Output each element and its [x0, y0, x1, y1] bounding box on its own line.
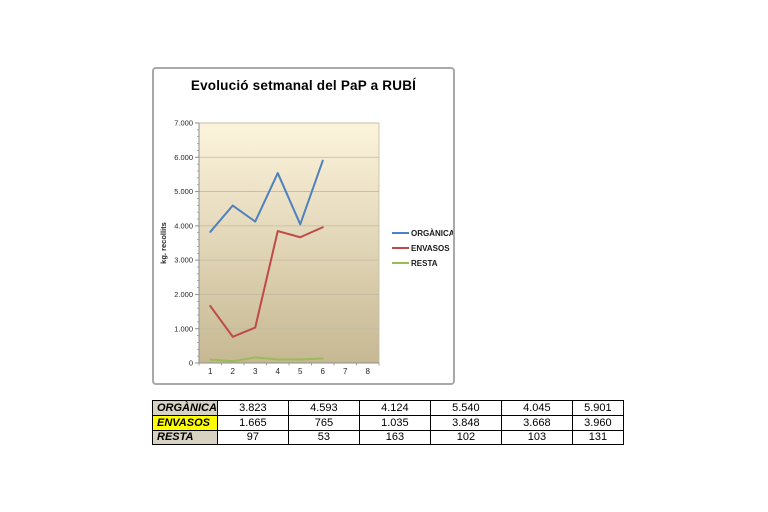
- value-cell: 103: [500, 429, 573, 446]
- value-cell: 3.960: [571, 414, 624, 431]
- y-tick-label: 3.000: [174, 256, 193, 265]
- table-row: RESTA 97 53 163 102 103 131: [152, 429, 624, 446]
- legend-label: ORGÀNICA: [411, 229, 453, 238]
- x-tick-label: 7: [343, 367, 348, 376]
- value-cell: 5.901: [571, 400, 624, 416]
- y-tick-label: 1.000: [174, 324, 193, 333]
- x-tick-label: 5: [298, 367, 303, 376]
- chart-legend: ORGÀNICA ENVASOS RESTA: [392, 229, 453, 268]
- row-header-cell: ORGÀNICA: [152, 400, 218, 416]
- value-cell: 4.045: [500, 400, 573, 416]
- value-cell: 53: [287, 429, 360, 446]
- legend-item: ENVASOS: [392, 244, 450, 253]
- value-cell: 3.848: [429, 414, 502, 431]
- value-cell: 4.124: [358, 400, 431, 416]
- data-table: ORGÀNICA 3.823 4.593 4.124 5.540 4.045 5.901 EN…: [152, 400, 624, 446]
- chart-container: 0 1.000 2.000 3.000 4.000 5.000 6.000 7.000 1 2 3 4…: [152, 67, 455, 385]
- line-chart: 0 1.000 2.000 3.000 4.000 5.000 6.000 7.000 1 2 3 4…: [159, 119, 453, 376]
- legend-label: RESTA: [411, 259, 438, 268]
- y-tick-label: 4.000: [174, 221, 193, 230]
- value-cell: 3.668: [500, 414, 573, 431]
- y-tick-label: 2.000: [174, 290, 193, 299]
- row-header-cell: ENVASOS: [152, 414, 218, 431]
- value-cell: 97: [216, 429, 289, 446]
- y-tick-label: 6.000: [174, 153, 193, 162]
- table-row: ENVASOS 1.665 765 1.035 3.848 3.668 3.960: [152, 414, 624, 431]
- plot-area: [198, 122, 380, 364]
- x-tick-label: 4: [276, 367, 281, 376]
- y-axis-title: kg. recollits: [159, 222, 168, 264]
- y-tick-label: 0: [189, 359, 193, 368]
- legend-item: RESTA: [392, 259, 438, 268]
- y-tick-label: 5.000: [174, 187, 193, 196]
- value-cell: 102: [429, 429, 502, 446]
- value-cell: 163: [358, 429, 431, 446]
- x-tick-label: 1: [208, 367, 213, 376]
- value-cell: 5.540: [429, 400, 502, 416]
- legend-label: ENVASOS: [411, 244, 450, 253]
- x-tick-label: 3: [253, 367, 258, 376]
- chart-title: Evolució setmanal del PaP a RUBÍ: [190, 78, 417, 93]
- value-cell: 4.593: [287, 400, 360, 416]
- series-line-resta: [209, 356, 324, 363]
- value-cell: 1.665: [216, 414, 289, 431]
- table-row: ORGÀNICA 3.823 4.593 4.124 5.540 4.045 5.901: [152, 400, 624, 416]
- value-cell: 131: [571, 429, 624, 446]
- legend-item: ORGÀNICA: [392, 229, 453, 238]
- x-tick-label: 8: [366, 367, 371, 376]
- row-header-cell: RESTA: [152, 429, 218, 446]
- value-cell: 765: [287, 414, 360, 431]
- series-line-orgànica: [209, 159, 324, 233]
- value-cell: 3.823: [216, 400, 289, 416]
- x-tick-label: 6: [321, 367, 326, 376]
- y-tick-label: 7.000: [174, 119, 193, 128]
- value-cell: 1.035: [358, 414, 431, 431]
- x-tick-label: 2: [231, 367, 236, 376]
- series-line-envasos: [209, 226, 324, 338]
